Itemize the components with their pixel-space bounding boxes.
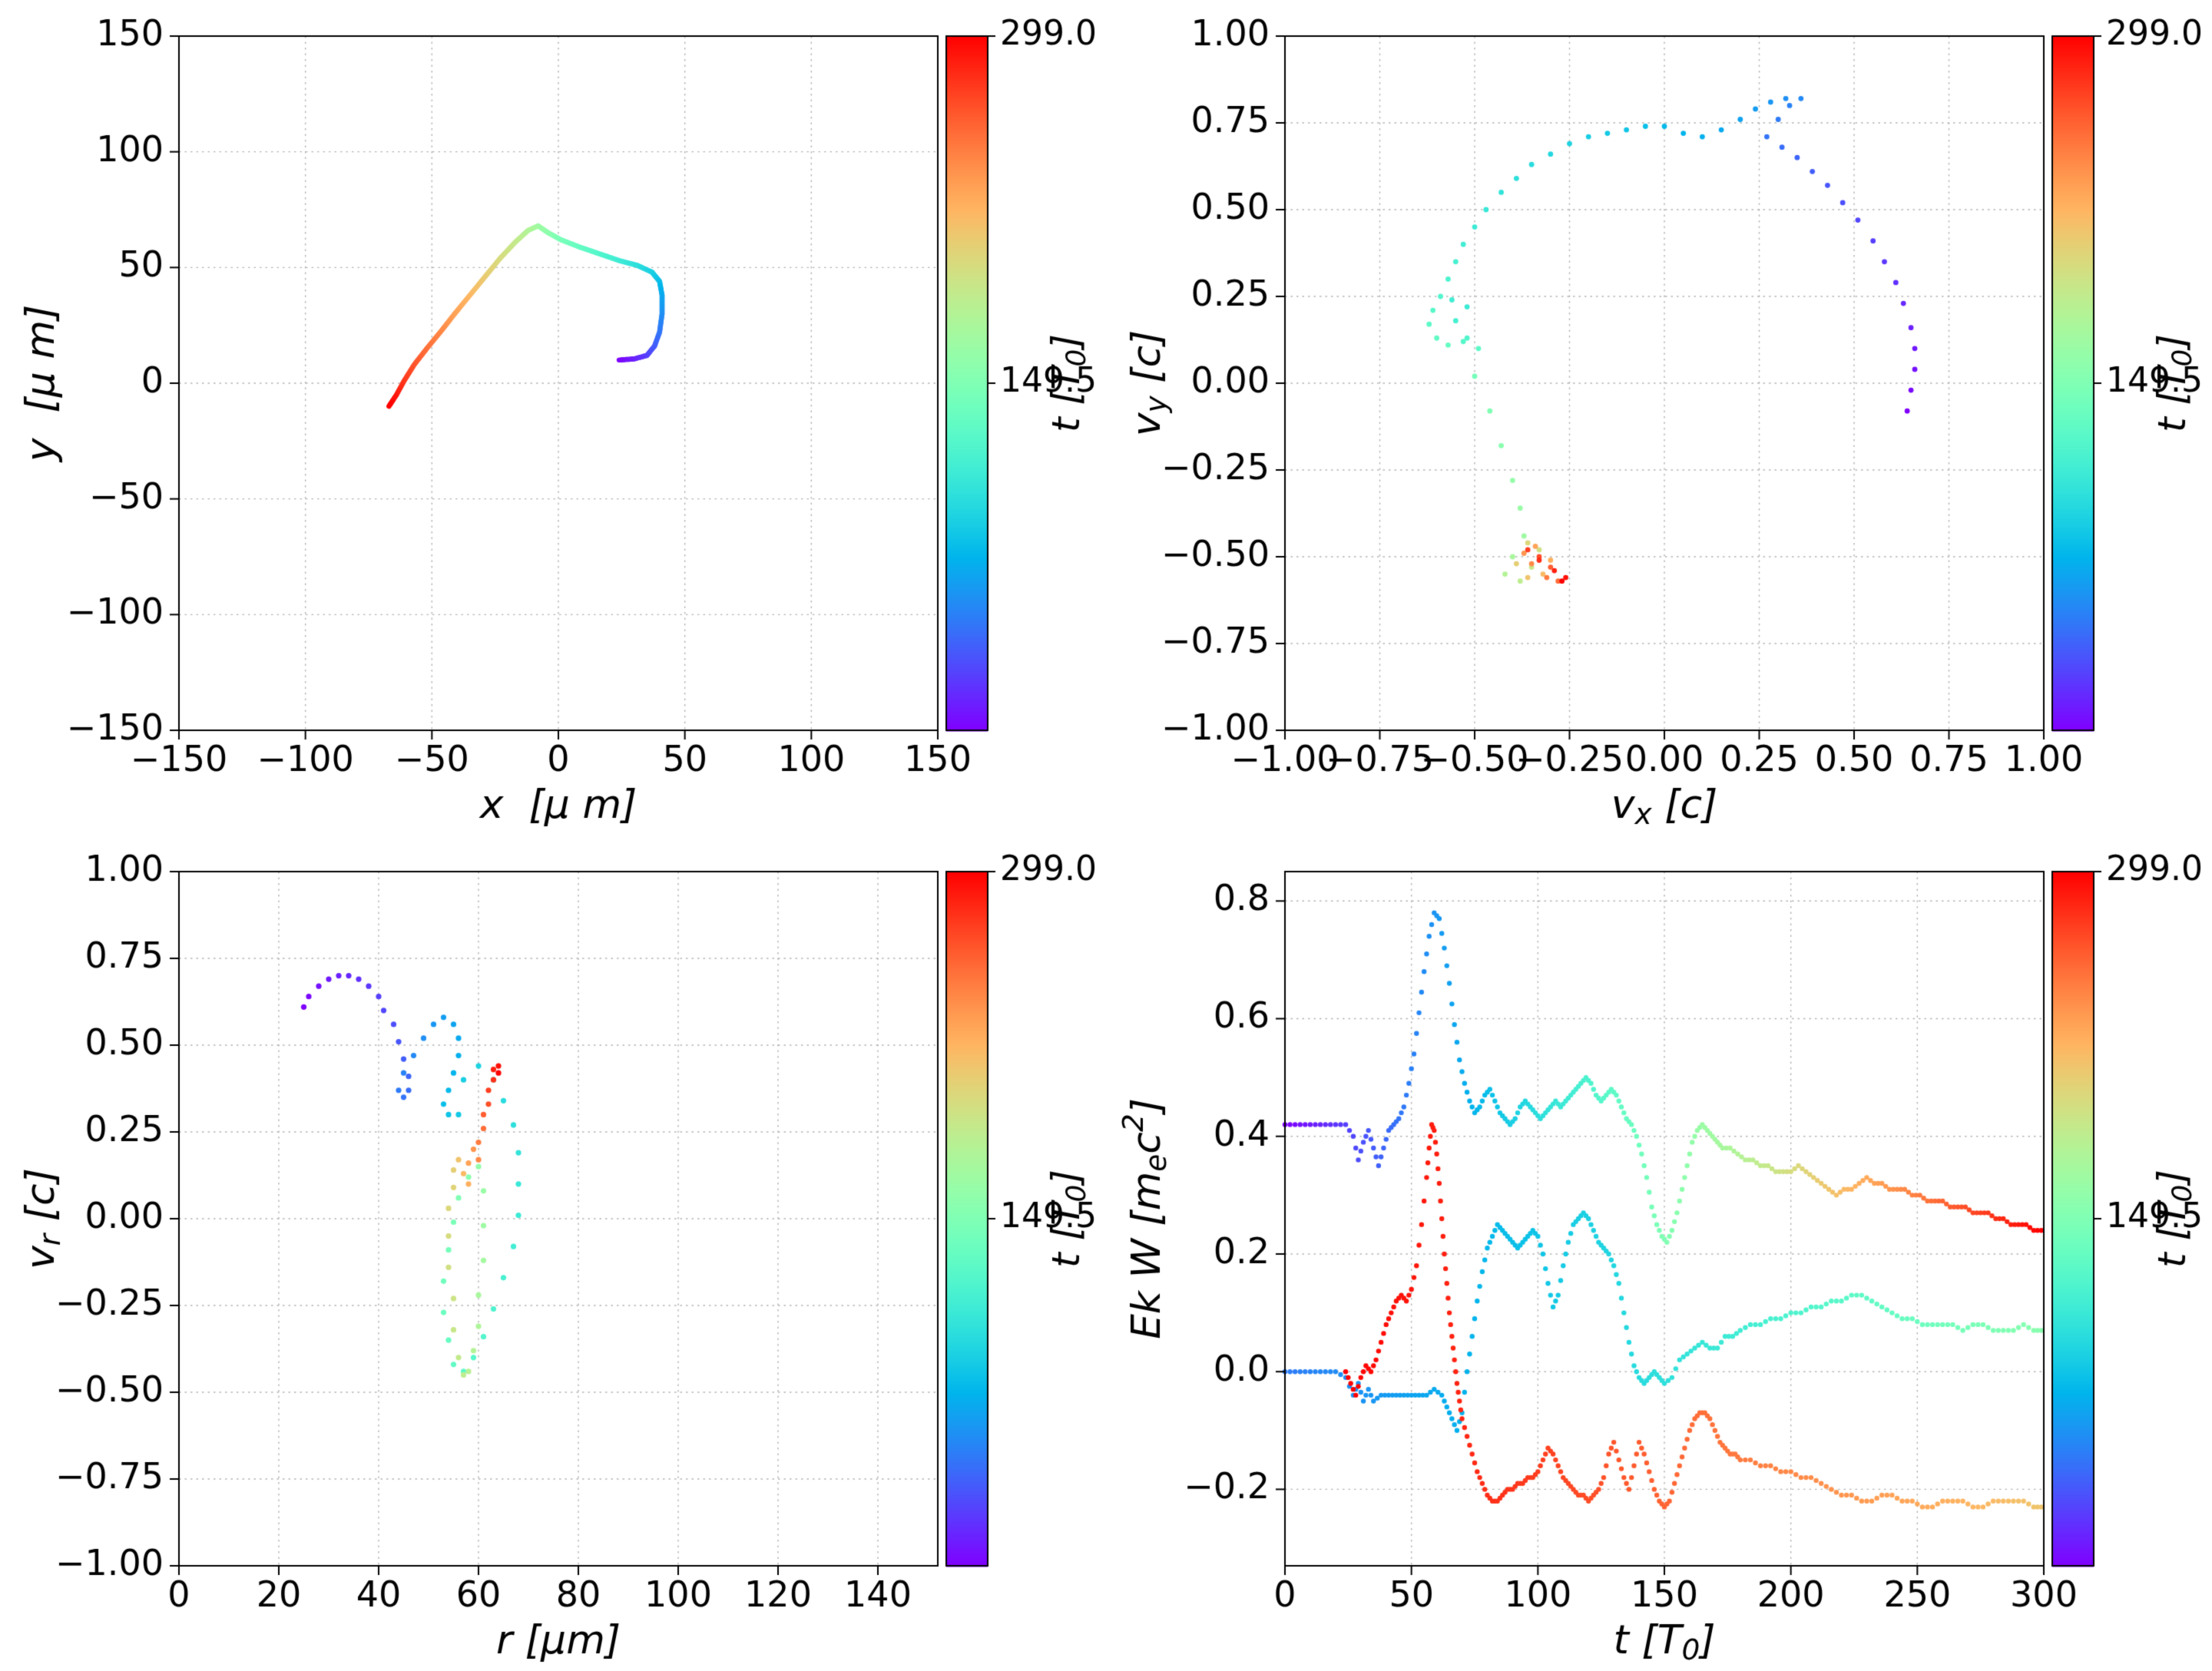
plot-vx-vy [1106, 0, 2212, 836]
plot-r-vr [0, 836, 1106, 1671]
plot-energy-time [1106, 836, 2212, 1671]
plot-xy-trajectory [0, 0, 1106, 836]
